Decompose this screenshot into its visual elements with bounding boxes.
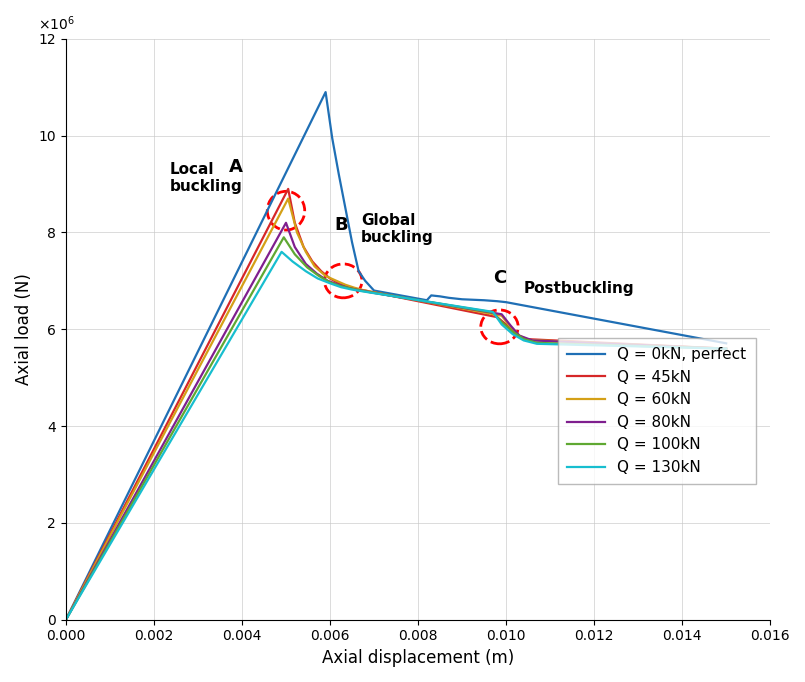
Q = 100kN (279, 233, 289, 241)
Legend: Q = 0kN, perfect, Q = 45kN, Q = 60kN, Q = 80kN, Q = 100kN, Q = 130kN: Q = 0kN, perfect, Q = 45kN, Q = 60kN, Q … (558, 338, 756, 484)
Q = 45kN (721, 344, 731, 353)
Text: Local
buckling: Local buckling (169, 162, 242, 194)
Line: Q = 80kN: Q = 80kN (66, 223, 726, 620)
Q = 0kN, perfect (721, 339, 731, 347)
Q = 60kN (283, 194, 293, 203)
Q = 0kN, perfect (291, 150, 300, 158)
Q = 45kN (283, 185, 293, 193)
Q = 130kN (721, 344, 731, 353)
Q = 60kN (143, 460, 153, 468)
Line: Q = 45kN: Q = 45kN (66, 189, 726, 620)
Q = 100kN (721, 344, 731, 353)
Q = 130kN (89, 569, 98, 578)
Q = 100kN (193, 384, 203, 392)
Q = 130kN (192, 393, 201, 401)
Q = 100kN (389, 292, 398, 300)
Q = 60kN (72, 595, 82, 603)
Q = 45kN (72, 594, 82, 602)
Q = 60kN (412, 296, 422, 304)
Q = 130kN (154, 458, 163, 466)
Text: Postbuckling: Postbuckling (524, 281, 634, 296)
Q = 60kN (200, 354, 209, 362)
Q = 45kN (408, 296, 418, 304)
Q = 45kN (425, 299, 435, 308)
Q = 130kN (277, 248, 287, 256)
Q = 80kN (497, 310, 506, 318)
Q = 0kN, perfect (334, 170, 344, 179)
Q = 130kN (61, 616, 71, 624)
Q = 100kN (427, 298, 436, 306)
Q = 60kN (61, 616, 71, 624)
Q = 130kN (688, 344, 698, 352)
Q = 80kN (430, 299, 440, 307)
Text: $\times10^6$: $\times10^6$ (38, 14, 75, 33)
Q = 45kN (61, 616, 71, 624)
Q = 80kN (281, 219, 291, 227)
Q = 80kN (142, 469, 152, 477)
Q = 0kN, perfect (277, 177, 287, 185)
Text: Global
buckling: Global buckling (361, 213, 434, 245)
Text: B: B (334, 216, 348, 234)
X-axis label: Axial displacement (m): Axial displacement (m) (322, 649, 514, 667)
Text: C: C (493, 269, 506, 287)
Q = 0kN, perfect (172, 389, 182, 398)
Q = 60kN (721, 344, 731, 353)
Line: Q = 60kN: Q = 60kN (66, 198, 726, 620)
Q = 100kN (89, 567, 98, 576)
Q = 45kN (200, 348, 209, 356)
Q = 130kN (428, 298, 438, 306)
Q = 0kN, perfect (320, 88, 330, 96)
Q = 100kN (688, 344, 698, 352)
Q = 45kN (493, 313, 502, 321)
Q = 80kN (721, 344, 731, 353)
Q = 80kN (72, 595, 82, 604)
Q = 80kN (414, 296, 423, 304)
Q = 45kN (143, 456, 153, 464)
Q = 0kN, perfect (530, 303, 539, 312)
Q = 100kN (61, 616, 71, 624)
Q = 0kN, perfect (61, 616, 71, 624)
Q = 80kN (198, 369, 208, 377)
Y-axis label: Axial load (N): Axial load (N) (15, 273, 33, 385)
Text: A: A (229, 158, 242, 176)
Line: Q = 0kN, perfect: Q = 0kN, perfect (66, 92, 726, 620)
Line: Q = 130kN: Q = 130kN (66, 252, 726, 620)
Q = 0kN, perfect (699, 335, 708, 343)
Line: Q = 100kN: Q = 100kN (66, 237, 726, 620)
Q = 100kN (155, 451, 164, 460)
Q = 130kN (390, 293, 400, 301)
Q = 80kN (61, 616, 71, 624)
Q = 60kN (429, 299, 439, 308)
Q = 60kN (497, 312, 506, 320)
